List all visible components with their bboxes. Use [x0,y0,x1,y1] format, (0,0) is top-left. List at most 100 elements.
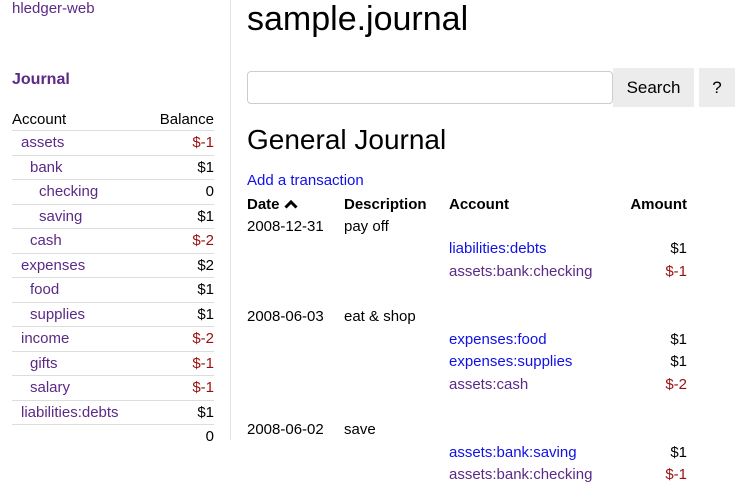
journal-link[interactable]: Journal [12,71,70,89]
balance-row: salary $-1 [12,376,214,401]
account-link[interactable]: gifts [12,355,58,372]
posting-row: assets:bank:checking$-1 [247,464,687,486]
empty-cell [247,351,344,374]
posting-row: expenses:supplies$1 [247,351,687,374]
empty-cell [449,306,619,329]
balance-value: $-2 [146,327,214,352]
description-header: Description [344,193,449,215]
balance-row: assets $-1 [12,131,214,156]
balance-value: $1 [146,302,214,327]
balance-value: $1 [146,204,214,229]
empty-cell [344,328,449,351]
balance-row: supplies $1 [12,302,214,327]
sidebar: hledger-web Journal Account Balance asse… [0,0,231,440]
account-link[interactable]: bank [12,159,63,176]
account-link[interactable]: food [12,281,59,298]
balance-row: checking 0 [12,180,214,205]
posting-amount: $1 [619,238,687,261]
brand-link[interactable]: hledger-web [12,0,95,17]
balance-value: $2 [146,253,214,278]
empty-cell [344,441,449,464]
description-cell: save [344,419,449,442]
account-link[interactable]: income [12,330,69,347]
account-link[interactable]: saving [12,208,82,225]
balance-row: income $-2 [12,327,214,352]
posting-account-link[interactable]: expenses:food [449,331,547,348]
empty-cell [344,238,449,261]
posting-account-link[interactable]: assets:bank:checking [449,263,592,280]
account-link[interactable]: assets [12,134,64,151]
empty-cell [247,373,344,396]
balance-value: 0 [146,180,214,205]
search-input[interactable] [247,71,613,104]
posting-amount: $-2 [619,373,687,396]
empty-cell [619,419,687,442]
account-cell: supplies [12,302,146,327]
spacer [247,396,687,419]
empty-cell [449,419,619,442]
journal-table: Date Description Account Amount 2008-12-… [247,193,687,486]
spacer-row [247,396,687,419]
account-link[interactable]: supplies [12,306,85,323]
balance-row: bank $1 [12,155,214,180]
posting-account-link[interactable]: expenses:supplies [449,353,572,370]
journal-heading: General Journal [247,124,446,156]
posting-account-link[interactable]: liabilities:debts [449,240,547,257]
balance-row: liabilities:debts $1 [12,400,214,425]
posting-row: liabilities:debts $1 [247,238,687,261]
total-value: 0 [146,425,214,449]
help-button[interactable]: ? [699,68,735,107]
empty-cell [247,441,344,464]
account-cell: bank [12,155,146,180]
empty-cell [344,373,449,396]
account-header: Account [12,108,146,131]
balance-header: Balance [146,108,214,131]
posting-account-link[interactable]: assets:cash [449,376,528,393]
account-cell: expenses:supplies [449,351,619,374]
chevron-up-icon [284,199,298,209]
empty-cell [344,260,449,283]
date-cell: 2008-06-02 [247,419,344,442]
balance-value: $-1 [146,131,214,156]
balance-row: cash$-2 [12,229,214,254]
empty-cell [449,215,619,238]
balance-row: expenses $2 [12,253,214,278]
account-cell: checking [12,180,146,205]
total-row: 0 [12,425,214,449]
search-button[interactable]: Search [613,68,694,107]
account-link[interactable]: liabilities:debts [12,404,119,421]
posting-amount: $-1 [619,464,687,486]
date-cell: 2008-06-03 [247,306,344,329]
spacer-row [247,283,687,306]
account-link[interactable]: salary [12,379,70,396]
add-transaction-link[interactable]: Add a transaction [247,172,364,189]
posting-account-link[interactable]: assets:bank:saving [449,444,577,461]
date-header[interactable]: Date [247,193,344,215]
posting-row: assets:bank:checking $-1 [247,260,687,283]
date-cell: 2008-12-31 [247,215,344,238]
balance-value: $-1 [146,376,214,401]
account-link[interactable]: expenses [12,257,85,274]
total-label [12,425,146,449]
balance-value: $1 [146,278,214,303]
balance-value: $1 [146,155,214,180]
account-cell: cash [12,229,146,254]
page-title: sample.journal [247,0,468,39]
account-link[interactable]: checking [12,183,98,200]
account-link[interactable]: cash [12,232,62,249]
account-cell: assets:bank:checking [449,464,619,486]
empty-cell [619,306,687,329]
account-cell: liabilities:debts [12,400,146,425]
posting-amount: $-1 [619,260,687,283]
account-cell: saving [12,204,146,229]
posting-amount: $1 [619,441,687,464]
empty-cell [247,464,344,486]
posting-row: assets:cash $-2 [247,373,687,396]
posting-row: expenses:food$1 [247,328,687,351]
balance-value: $1 [146,400,214,425]
account-cell: food [12,278,146,303]
account-cell: assets:bank:saving [449,441,619,464]
